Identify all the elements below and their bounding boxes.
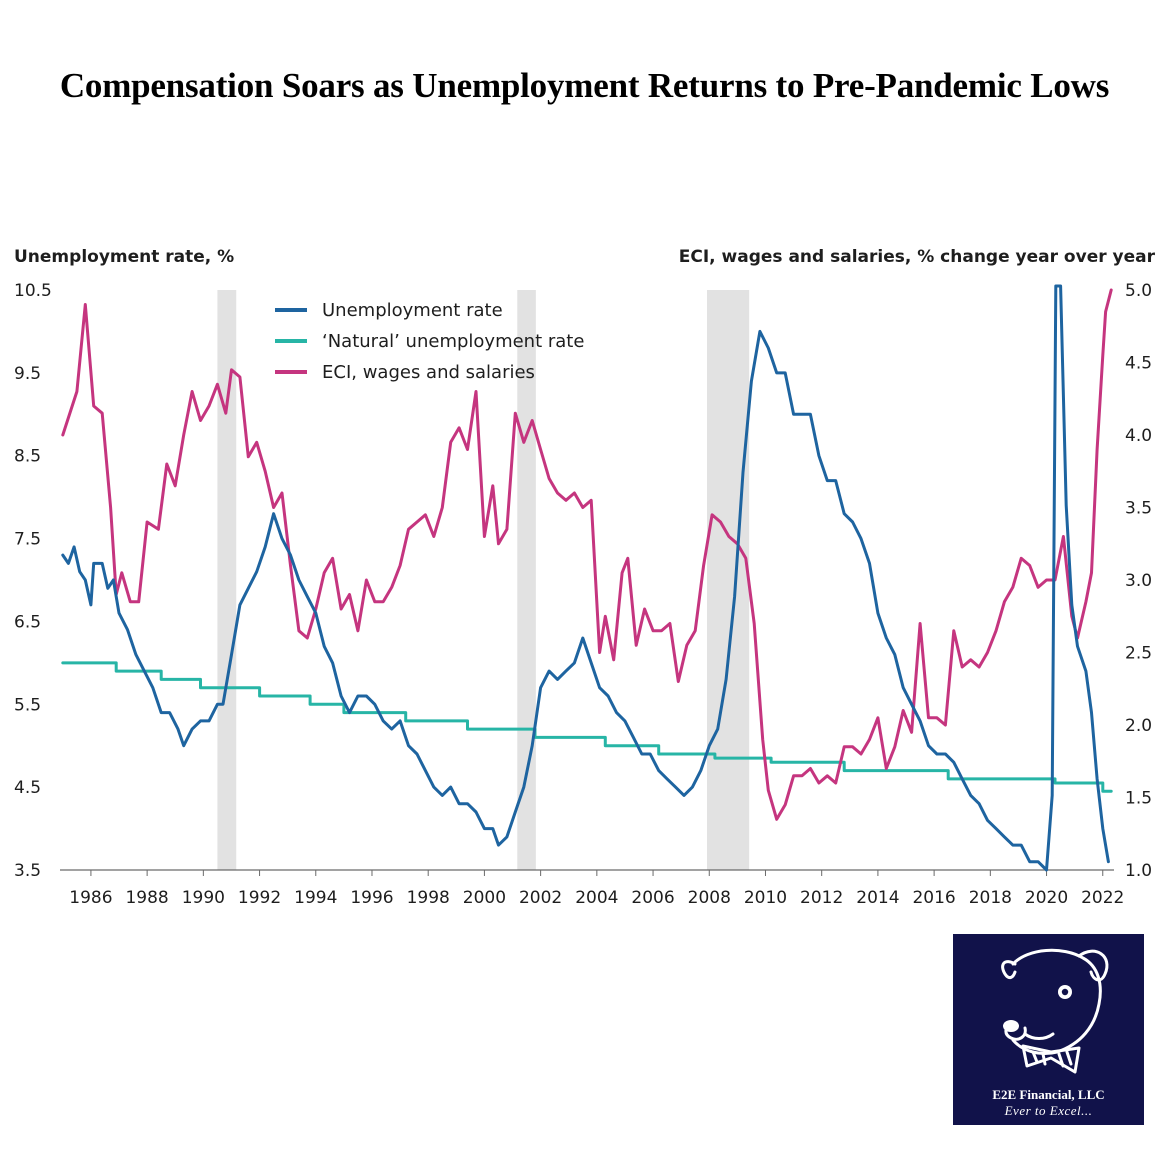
left-tick-label: 4.5 <box>14 778 41 798</box>
dog-mascot-icon <box>1001 948 1109 1074</box>
right-tick-label: 2.0 <box>1125 716 1152 736</box>
dual-axis-line-chart: Unemployment rate, % ECI, wages and sala… <box>14 247 1156 908</box>
x-tick-label: 2000 <box>463 888 506 908</box>
right-tick-label: 3.0 <box>1125 571 1152 591</box>
series-line-eci <box>61 288 1113 821</box>
logo-company-name: E2E Financial, LLC <box>992 1087 1105 1102</box>
legend-label-natural: ‘Natural’ unemployment rate <box>322 331 584 352</box>
right-tick-label: 4.5 <box>1125 354 1152 374</box>
x-tick-label: 2016 <box>912 888 955 908</box>
x-tick-label: 2012 <box>800 888 843 908</box>
x-axis-tick-marks <box>90 870 1104 876</box>
right-tick-label: 1.0 <box>1125 861 1152 881</box>
legend-label-eci: ECI, wages and salaries <box>322 362 535 383</box>
series-line-unemployment <box>61 284 1110 872</box>
left-axis-ticks: 10.5 9.5 8.5 7.5 6.5 5.5 4.5 3.5 <box>14 281 52 881</box>
x-tick-label: 1996 <box>350 888 393 908</box>
x-tick-label: 2020 <box>1025 888 1068 908</box>
x-tick-label: 1988 <box>125 888 168 908</box>
x-tick-label: 1994 <box>294 888 337 908</box>
left-tick-label: 9.5 <box>14 364 41 384</box>
left-tick-label: 7.5 <box>14 530 41 550</box>
left-tick-label: 5.5 <box>14 695 41 715</box>
recession-band-0 <box>217 290 237 870</box>
x-tick-label: 2006 <box>631 888 674 908</box>
right-axis-ticks: 5.0 4.5 4.0 3.5 3.0 2.5 2.0 1.5 1.0 <box>1125 281 1152 881</box>
right-tick-label: 4.0 <box>1125 426 1152 446</box>
x-tick-label: 2010 <box>744 888 787 908</box>
x-axis-ticks: 1986 1988 1990 1992 1994 1996 1998 2000 2002 2004… <box>69 888 1124 908</box>
x-tick-label: 2008 <box>688 888 731 908</box>
left-tick-label: 6.5 <box>14 612 41 632</box>
legend-label-unemployment: Unemployment rate <box>322 300 503 321</box>
x-tick-label: 2004 <box>575 888 618 908</box>
logo-tagline: Ever to Excel... <box>1004 1103 1093 1118</box>
x-tick-label: 2014 <box>856 888 899 908</box>
right-tick-label: 1.5 <box>1125 789 1152 809</box>
x-tick-label: 1998 <box>407 888 450 908</box>
x-tick-label: 2018 <box>969 888 1012 908</box>
left-tick-label: 8.5 <box>14 447 41 467</box>
x-tick-label: 2022 <box>1081 888 1124 908</box>
chart-title: Compensation Soars as Unemployment Retur… <box>59 66 1110 105</box>
right-axis-title: ECI, wages and salaries, % change year o… <box>679 247 1156 267</box>
legend: Unemployment rate ‘Natural’ unemployment… <box>275 300 584 383</box>
recession-band-2 <box>707 290 750 870</box>
company-logo: E2E Financial, LLC Ever to Excel... <box>953 934 1144 1125</box>
x-tick-label: 1992 <box>238 888 281 908</box>
series-lines <box>61 284 1113 872</box>
left-axis-title: Unemployment rate, % <box>14 247 234 267</box>
right-tick-label: 2.5 <box>1125 644 1152 664</box>
left-tick-label: 3.5 <box>14 861 41 881</box>
x-tick-label: 1986 <box>69 888 112 908</box>
right-tick-label: 3.5 <box>1125 499 1152 519</box>
x-tick-label: 1990 <box>182 888 225 908</box>
left-tick-label: 10.5 <box>14 281 52 301</box>
right-tick-label: 5.0 <box>1125 281 1152 301</box>
x-tick-label: 2002 <box>519 888 562 908</box>
